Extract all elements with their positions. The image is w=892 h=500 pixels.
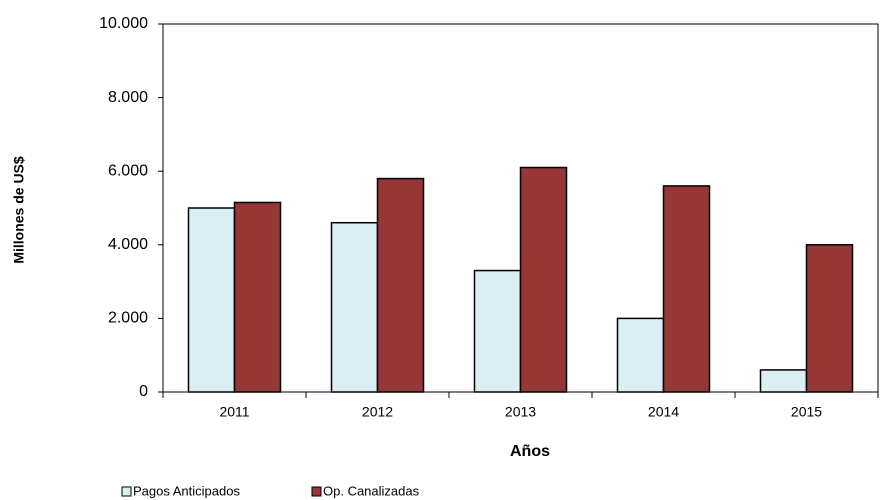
x-axis-title: Años [510, 443, 550, 460]
y-axis-title: Millones de US$ [11, 156, 27, 264]
legend-label: Op. Canalizadas [323, 483, 420, 498]
bar [662, 185, 711, 393]
bar [616, 317, 665, 393]
y-tick-label: 2.000 [108, 310, 148, 327]
bar [759, 369, 808, 393]
bar [519, 166, 568, 393]
bar [187, 207, 236, 393]
y-tick-label: 8.000 [108, 89, 148, 106]
legend-label: Pagos Anticipados [133, 483, 240, 498]
x-tick-label: 2013 [505, 404, 536, 420]
bar [233, 201, 282, 393]
y-tick-label: 10.000 [99, 15, 148, 32]
x-tick-label: 2011 [219, 404, 249, 420]
x-tick-label: 2015 [791, 404, 822, 420]
y-tick-label: 4.000 [108, 236, 148, 253]
bar [376, 177, 425, 393]
x-tick-label: 2012 [362, 404, 393, 420]
legend-swatch [121, 486, 132, 497]
x-tick-label: 2014 [648, 404, 679, 420]
bar [805, 244, 854, 393]
bar [330, 221, 379, 393]
y-tick-label: 0 [139, 383, 148, 400]
bar [473, 269, 522, 393]
legend-swatch [311, 486, 322, 497]
y-tick-label: 6.000 [108, 162, 148, 179]
